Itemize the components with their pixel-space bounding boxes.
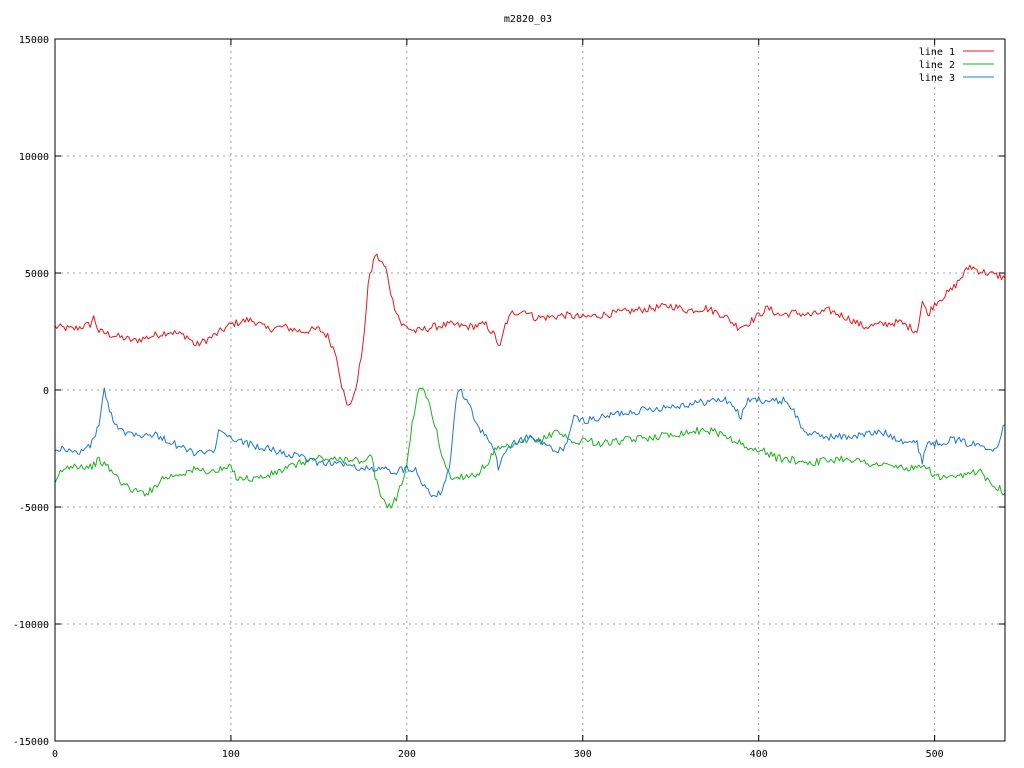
- x-tick-label: 100: [222, 749, 240, 760]
- x-tick-label: 500: [926, 749, 944, 760]
- series-line-1: [54, 253, 1006, 406]
- chart-title: m2820_03: [504, 14, 552, 25]
- legend: line 1 line 2 line 3: [919, 47, 994, 84]
- grid: [55, 39, 1005, 741]
- x-tick-label: 300: [574, 749, 592, 760]
- x-tick-label: 200: [398, 749, 416, 760]
- legend-label: line 3: [919, 73, 955, 84]
- x-tick-label: 400: [750, 749, 768, 760]
- x-tick-label: 0: [52, 749, 58, 760]
- axes: -15000 -10000 -5000 0 5000 10000 15000 0 100 200 3…: [13, 35, 1005, 760]
- legend-label: line 2: [919, 60, 955, 71]
- y-tick-label: 5000: [25, 269, 49, 280]
- y-tick-label: -5000: [19, 503, 49, 514]
- series-line-2: [54, 387, 1006, 509]
- plot-frame: [54, 38, 1006, 742]
- y-tick-label: 10000: [19, 152, 49, 163]
- y-tick-label: 15000: [19, 35, 49, 46]
- y-tick-label: -10000: [13, 620, 49, 631]
- y-tick-label: -15000: [13, 737, 49, 748]
- series-group: [54, 253, 1006, 509]
- y-tick-label: 0: [43, 386, 49, 397]
- legend-label: line 1: [919, 47, 955, 58]
- series-line-3: [54, 387, 1006, 498]
